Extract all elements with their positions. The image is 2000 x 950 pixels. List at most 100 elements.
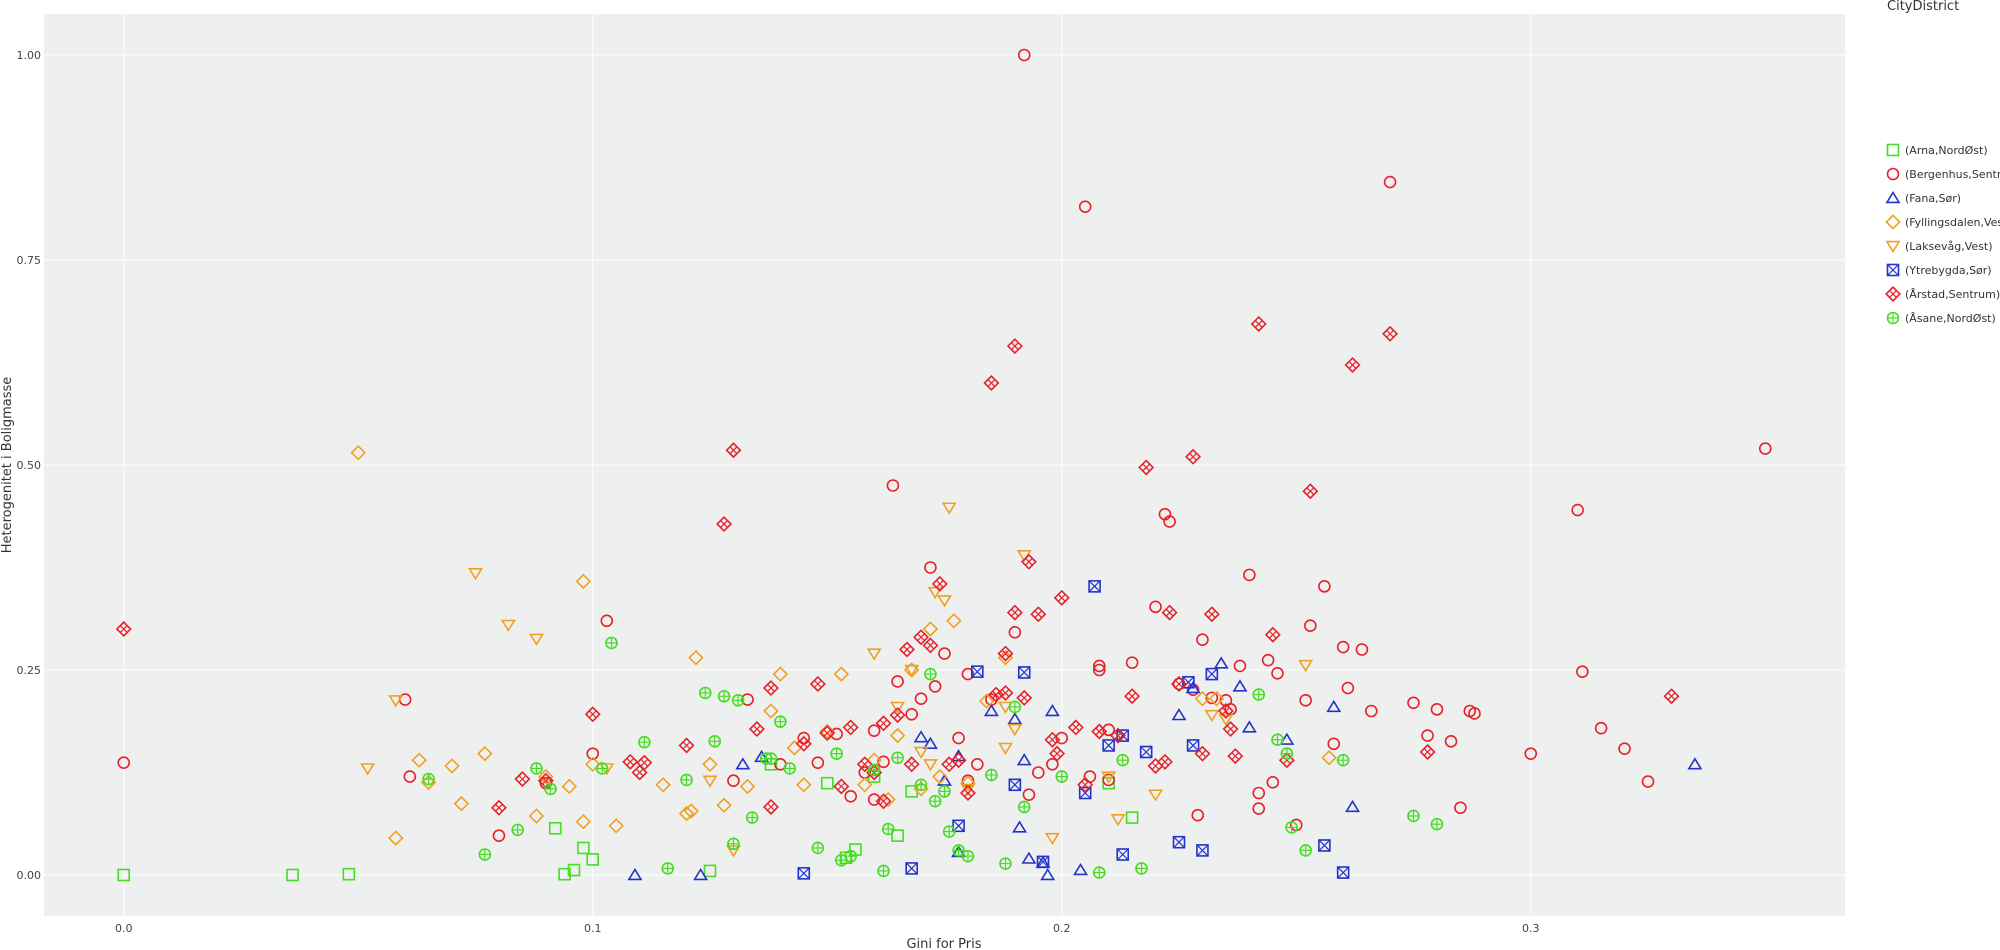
data-point bbox=[913, 746, 929, 760]
data-point bbox=[797, 867, 811, 880]
data-point bbox=[538, 768, 554, 785]
data-point bbox=[680, 773, 693, 787]
legend-item[interactable]: (Fyllingsdalen,Vest) bbox=[1885, 214, 2000, 230]
legend-item[interactable]: (Fana,Sør) bbox=[1885, 190, 1961, 205]
data-point bbox=[1758, 442, 1772, 455]
data-point bbox=[595, 762, 609, 775]
legend-item[interactable]: (Laksevåg,Vest) bbox=[1885, 240, 1993, 254]
data-point bbox=[403, 770, 417, 783]
legend-item[interactable]: (Årstad,Sentrum) bbox=[1884, 285, 2000, 303]
data-point bbox=[997, 645, 1014, 662]
data-point bbox=[492, 829, 506, 842]
y-tick-label: 0.50 bbox=[17, 459, 42, 472]
data-point bbox=[938, 785, 951, 798]
data-point bbox=[922, 759, 938, 772]
legend-marker bbox=[1885, 240, 1901, 254]
data-point bbox=[997, 701, 1013, 714]
legend-item[interactable]: (Bergenhus,Sentrum) bbox=[1886, 167, 2000, 181]
legend-item[interactable]: (Arna,NordØst) bbox=[1886, 143, 1988, 157]
legend: (Arna,NordØst) (Bergenhus,Sentrum) (Fana,S… bbox=[1884, 143, 2000, 325]
data-point bbox=[1321, 750, 1337, 766]
data-point bbox=[772, 666, 789, 682]
data-point bbox=[530, 762, 543, 775]
data-point bbox=[927, 586, 943, 600]
data-point bbox=[605, 636, 618, 650]
data-point bbox=[1318, 580, 1331, 593]
data-point bbox=[1020, 553, 1037, 570]
data-point bbox=[914, 778, 928, 792]
data-point bbox=[748, 721, 765, 738]
data-point bbox=[1218, 713, 1234, 727]
data-point bbox=[1430, 703, 1444, 716]
data-point bbox=[678, 737, 695, 754]
data-point bbox=[763, 703, 779, 719]
data-point bbox=[584, 706, 601, 723]
data-point bbox=[1233, 659, 1247, 673]
data-point bbox=[1576, 665, 1589, 678]
data-point bbox=[1110, 814, 1126, 827]
data-point bbox=[727, 774, 740, 788]
data-point bbox=[1341, 681, 1355, 695]
data-point bbox=[898, 641, 915, 658]
data-point bbox=[1205, 691, 1219, 705]
data-point bbox=[1067, 719, 1084, 736]
data-point bbox=[1148, 789, 1164, 802]
legend-marker bbox=[1886, 263, 1900, 277]
data-point bbox=[1194, 690, 1211, 707]
data-point bbox=[1091, 723, 1108, 740]
data-point bbox=[561, 778, 578, 795]
legend-label: (Fyllingsdalen,Vest) bbox=[1905, 216, 2000, 229]
data-point bbox=[1336, 753, 1350, 767]
data-point bbox=[716, 797, 732, 814]
data-point bbox=[638, 735, 651, 749]
data-point bbox=[678, 805, 695, 822]
data-point bbox=[1012, 820, 1028, 833]
data-point bbox=[891, 675, 904, 688]
data-point bbox=[342, 867, 356, 881]
data-point bbox=[1161, 604, 1178, 621]
data-point bbox=[1524, 747, 1538, 760]
data-point bbox=[1044, 731, 1061, 748]
data-point bbox=[1594, 721, 1608, 735]
legend-marker bbox=[1886, 143, 1900, 157]
data-point bbox=[1298, 659, 1314, 673]
data-point bbox=[1186, 683, 1200, 696]
data-point bbox=[683, 803, 699, 819]
data-point bbox=[1194, 745, 1211, 762]
data-point bbox=[1299, 694, 1312, 707]
data-point bbox=[1243, 568, 1256, 582]
x-tick-label: 0.0 bbox=[115, 922, 133, 935]
data-point bbox=[544, 782, 557, 796]
data-point bbox=[1468, 707, 1481, 720]
data-point bbox=[819, 723, 835, 740]
data-point bbox=[867, 763, 881, 777]
data-point bbox=[388, 695, 404, 708]
data-point bbox=[1421, 729, 1434, 742]
legend-item[interactable]: (Åsane,NordØst) bbox=[1886, 311, 1996, 325]
data-point bbox=[1017, 800, 1031, 814]
data-point bbox=[1124, 688, 1141, 705]
data-point bbox=[661, 862, 675, 875]
data-point bbox=[866, 648, 882, 661]
data-point bbox=[867, 724, 881, 737]
data-point bbox=[913, 730, 929, 743]
data-points bbox=[115, 48, 1772, 882]
data-point bbox=[889, 727, 906, 744]
data-point bbox=[739, 778, 756, 795]
data-point bbox=[1156, 753, 1173, 770]
data-point bbox=[1017, 666, 1031, 679]
data-point bbox=[856, 756, 873, 773]
y-tick-label: 1.00 bbox=[17, 49, 42, 62]
data-point bbox=[468, 568, 483, 581]
data-point bbox=[1250, 315, 1267, 332]
data-point bbox=[1040, 867, 1056, 881]
data-point bbox=[1078, 200, 1092, 213]
data-point bbox=[783, 762, 797, 775]
data-point bbox=[1196, 633, 1209, 646]
legend-item[interactable]: (Ytrebygda,Sør) bbox=[1886, 263, 1992, 277]
data-point bbox=[490, 799, 507, 816]
data-point bbox=[567, 863, 581, 877]
data-point bbox=[983, 374, 1000, 392]
data-point bbox=[904, 664, 920, 678]
data-point bbox=[1139, 745, 1153, 759]
